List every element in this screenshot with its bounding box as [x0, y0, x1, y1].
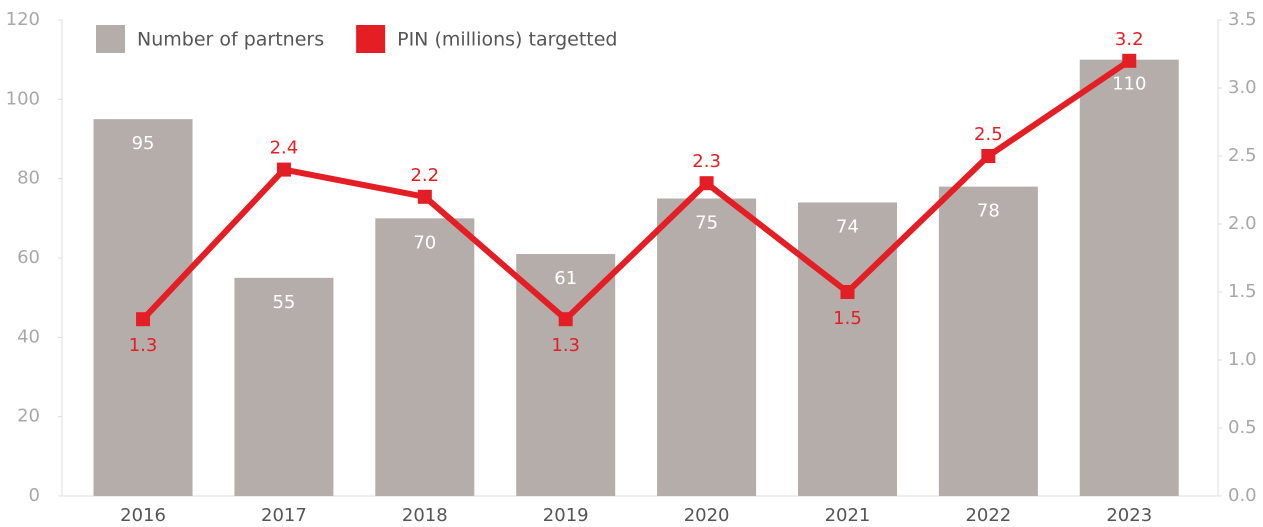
x-tick-label: 2022: [965, 505, 1011, 526]
bar-value-label: 95: [132, 133, 155, 154]
y2-tick-label: 2.0: [1228, 213, 1257, 234]
y-tick-label: 80: [17, 168, 40, 189]
line-value-label: 2.2: [410, 165, 439, 186]
bar-value-label: 110: [1112, 74, 1146, 95]
y-tick-label: 0: [29, 485, 40, 506]
line-marker: [699, 176, 714, 191]
line-value-label: 1.3: [129, 335, 158, 356]
x-tick-label: 2023: [1106, 505, 1152, 526]
bar: [657, 198, 757, 496]
y2-tick-label: 0.5: [1228, 417, 1257, 438]
line-marker: [558, 312, 573, 327]
line-marker: [840, 285, 855, 299]
line-value-label: 2.3: [692, 151, 721, 172]
line-marker: [981, 149, 996, 163]
legend-label: PIN (millions) targetted: [397, 29, 617, 51]
line-marker: [1122, 53, 1137, 68]
line-marker: [417, 189, 432, 204]
bar: [1079, 59, 1179, 497]
legend-swatch: [96, 25, 125, 53]
y-tick-label: 20: [17, 406, 40, 427]
legend-label: Number of partners: [137, 29, 324, 51]
x-tick-label: 2020: [684, 505, 730, 526]
bar: [938, 186, 1038, 496]
y-tick-label: 40: [17, 326, 40, 347]
bar-value-label: 70: [413, 232, 436, 253]
x-tick-label: 2016: [120, 505, 166, 526]
bar-value-label: 55: [272, 292, 295, 313]
legend-swatch: [356, 25, 386, 53]
bar-value-label: 74: [836, 216, 859, 237]
line-marker: [136, 312, 151, 327]
line-value-label: 1.3: [551, 335, 580, 356]
x-tick-label: 2017: [261, 505, 307, 526]
bar: [93, 119, 193, 497]
line-marker: [276, 162, 291, 177]
y2-tick-label: 2.5: [1228, 145, 1257, 166]
y2-tick-label: 3.5: [1228, 9, 1257, 30]
line: [140, 58, 1131, 323]
y2-tick-label: 1.0: [1228, 349, 1257, 370]
bar: [234, 277, 334, 496]
line-value-label: 3.2: [1115, 29, 1144, 50]
bar-value-label: 78: [977, 201, 1000, 222]
line-value-label: 2.4: [270, 138, 299, 159]
line-value-label: 2.5: [974, 124, 1003, 145]
y-tick-label: 120: [6, 9, 40, 30]
y2-tick-label: 0.0: [1228, 485, 1257, 506]
bar: [797, 202, 897, 496]
bar: [375, 218, 475, 497]
y2-tick-label: 1.5: [1228, 281, 1257, 302]
y-tick-label: 100: [6, 88, 40, 109]
y-tick-label: 60: [17, 247, 40, 268]
y2-tick-label: 3.0: [1228, 77, 1257, 98]
bar-value-label: 61: [554, 268, 577, 289]
x-tick-label: 2021: [825, 505, 871, 526]
x-tick-label: 2018: [402, 505, 448, 526]
bar-value-label: 75: [695, 213, 718, 234]
line-value-label: 1.5: [833, 308, 862, 329]
x-tick-label: 2019: [543, 505, 589, 526]
